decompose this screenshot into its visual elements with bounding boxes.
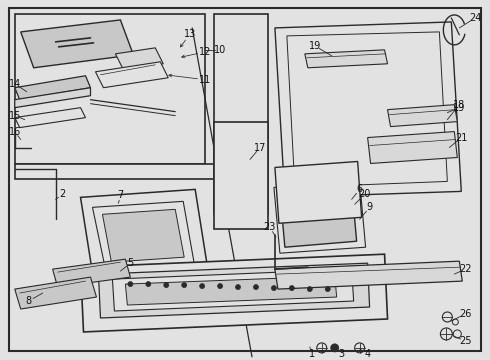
Text: 25: 25 [459, 336, 471, 346]
Text: 2: 2 [59, 189, 66, 199]
Circle shape [290, 285, 294, 291]
Polygon shape [102, 209, 184, 262]
Text: 24: 24 [469, 13, 482, 23]
Circle shape [199, 284, 205, 289]
Text: 12: 12 [199, 47, 211, 57]
Text: 10: 10 [214, 45, 226, 55]
Polygon shape [15, 88, 91, 108]
Polygon shape [280, 185, 357, 247]
Polygon shape [112, 269, 354, 311]
Polygon shape [80, 189, 208, 279]
Text: 19: 19 [453, 103, 465, 113]
Polygon shape [116, 48, 163, 70]
Text: 4: 4 [365, 349, 370, 359]
Polygon shape [93, 201, 194, 269]
Polygon shape [98, 263, 369, 318]
Polygon shape [80, 254, 388, 332]
Text: 23: 23 [264, 222, 276, 232]
Text: 15: 15 [8, 111, 21, 121]
Polygon shape [52, 259, 130, 287]
Circle shape [146, 282, 151, 287]
Circle shape [164, 283, 169, 288]
Circle shape [236, 285, 241, 289]
Polygon shape [305, 50, 388, 68]
Text: 11: 11 [199, 75, 211, 85]
Circle shape [307, 287, 312, 292]
Text: 21: 21 [455, 132, 467, 143]
Text: 5: 5 [127, 258, 133, 268]
Circle shape [218, 284, 222, 289]
Polygon shape [388, 105, 457, 127]
Circle shape [271, 285, 276, 291]
Bar [214, 14, 268, 214]
Polygon shape [15, 108, 86, 127]
Text: 18: 18 [453, 100, 465, 110]
Text: 13: 13 [184, 29, 196, 39]
Polygon shape [368, 131, 457, 163]
Bar [214, 122, 268, 229]
Polygon shape [125, 276, 337, 305]
Circle shape [331, 344, 339, 352]
Text: 22: 22 [459, 264, 471, 274]
Text: 9: 9 [367, 202, 373, 212]
Polygon shape [15, 277, 97, 309]
Polygon shape [275, 261, 462, 289]
Text: 1: 1 [309, 349, 315, 359]
Polygon shape [96, 62, 168, 88]
Bar [15, 165, 262, 179]
Polygon shape [275, 22, 461, 197]
Text: 17: 17 [254, 143, 266, 153]
Polygon shape [275, 162, 362, 223]
Bar [15, 14, 205, 165]
Polygon shape [287, 32, 447, 188]
Text: 3: 3 [339, 349, 345, 359]
Polygon shape [15, 76, 91, 100]
Circle shape [253, 285, 258, 289]
Text: 26: 26 [459, 309, 471, 319]
Polygon shape [21, 20, 133, 68]
Text: 14: 14 [9, 79, 21, 89]
Text: 6: 6 [357, 184, 363, 194]
Text: 8: 8 [25, 296, 32, 306]
Circle shape [325, 287, 330, 292]
Text: 20: 20 [358, 189, 371, 199]
Text: 19: 19 [309, 41, 321, 51]
Circle shape [128, 282, 133, 287]
Text: 16: 16 [9, 127, 21, 136]
Circle shape [182, 283, 187, 288]
Text: 7: 7 [117, 190, 123, 201]
